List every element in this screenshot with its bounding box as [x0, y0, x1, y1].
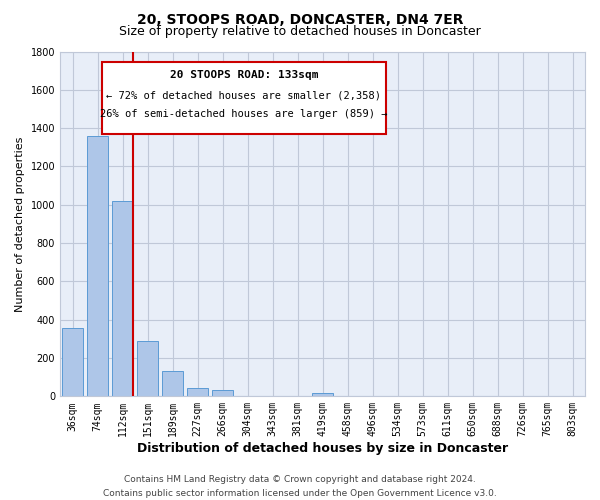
Bar — [112, 201, 133, 396]
Text: Size of property relative to detached houses in Doncaster: Size of property relative to detached ho… — [119, 25, 481, 38]
X-axis label: Distribution of detached houses by size in Doncaster: Distribution of detached houses by size … — [137, 442, 508, 455]
Text: ← 72% of detached houses are smaller (2,358): ← 72% of detached houses are smaller (2,… — [106, 90, 381, 100]
Bar — [62, 328, 83, 396]
Bar — [312, 392, 333, 396]
Bar — [212, 390, 233, 396]
Bar — [187, 388, 208, 396]
FancyBboxPatch shape — [102, 62, 386, 134]
Text: 20, STOOPS ROAD, DONCASTER, DN4 7ER: 20, STOOPS ROAD, DONCASTER, DN4 7ER — [137, 12, 463, 26]
Text: Contains HM Land Registry data © Crown copyright and database right 2024.
Contai: Contains HM Land Registry data © Crown c… — [103, 476, 497, 498]
Bar — [137, 341, 158, 396]
Bar — [162, 372, 183, 396]
Bar — [87, 136, 108, 396]
Y-axis label: Number of detached properties: Number of detached properties — [15, 136, 25, 312]
Text: 20 STOOPS ROAD: 133sqm: 20 STOOPS ROAD: 133sqm — [170, 70, 318, 81]
Text: 26% of semi-detached houses are larger (859) →: 26% of semi-detached houses are larger (… — [100, 110, 388, 120]
